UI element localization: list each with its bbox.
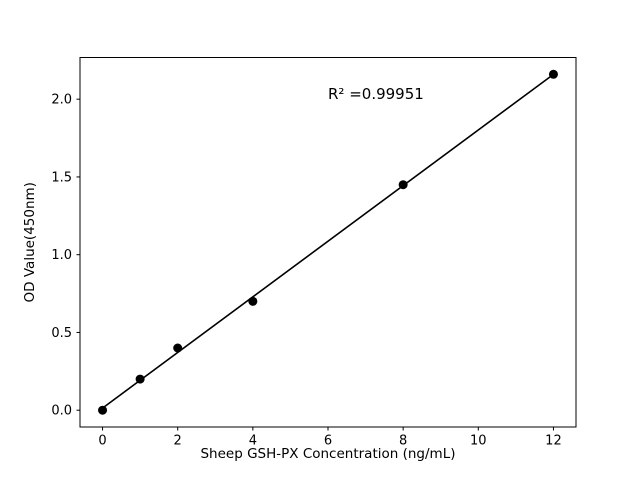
x-tick-label: 8 [399, 434, 407, 449]
x-tick-label: 6 [324, 434, 332, 449]
data-point [173, 343, 183, 353]
r-squared-annotation: R² =0.99951 [328, 85, 424, 103]
x-tick-label: 0 [98, 434, 106, 449]
y-axis-label: OD Value(450nm) [22, 182, 38, 302]
y-tick-label: 1.5 [51, 170, 72, 185]
x-tick-label: 4 [249, 434, 257, 449]
x-axis-label: Sheep GSH-PX Concentration (ng/mL) [200, 446, 455, 462]
x-tick-label: 10 [470, 434, 487, 449]
x-tick-label: 2 [174, 434, 182, 449]
data-point [548, 69, 558, 79]
data-point [135, 374, 145, 384]
y-tick-label: 0.0 [51, 404, 72, 419]
data-point [398, 180, 408, 190]
x-tick-label: 12 [545, 434, 562, 449]
data-point [248, 296, 258, 306]
y-tick-label: 2.0 [51, 93, 72, 108]
y-tick-label: 0.5 [51, 326, 72, 341]
data-point [98, 405, 108, 415]
y-tick-label: 1.0 [51, 248, 72, 263]
